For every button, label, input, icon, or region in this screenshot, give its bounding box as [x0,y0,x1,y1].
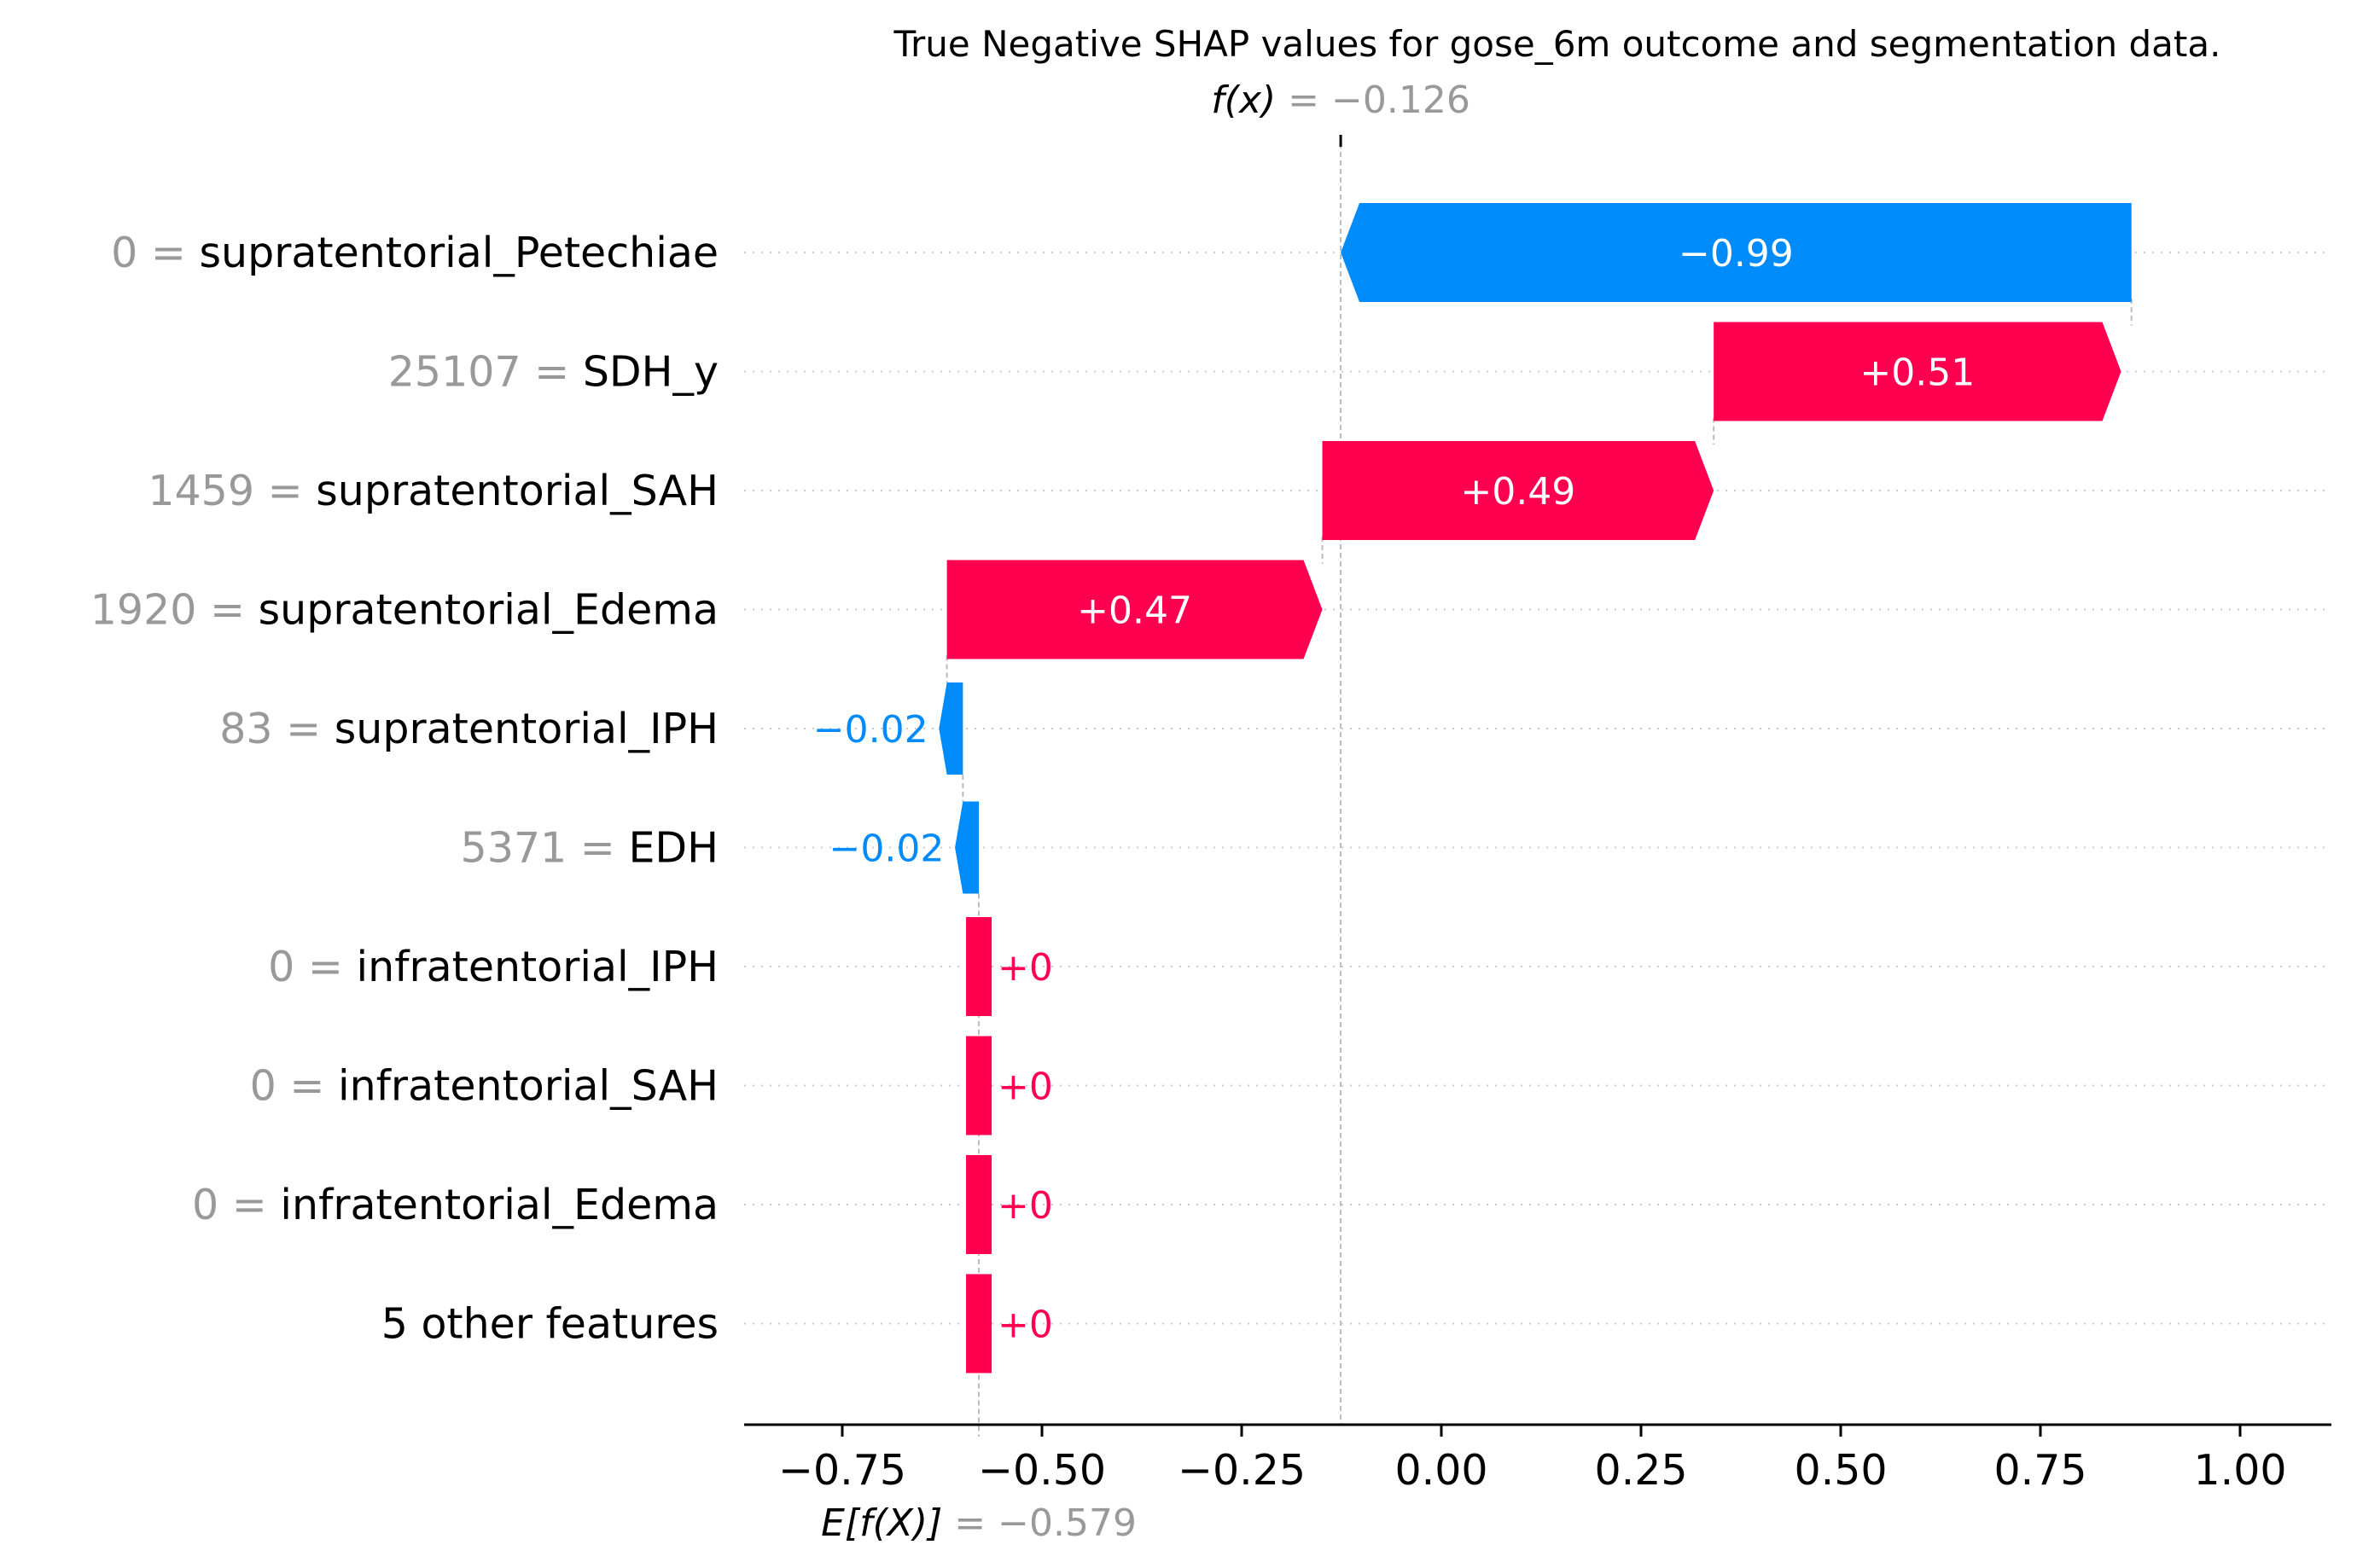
bar-value-label: −0.99 [1679,232,1794,276]
feature-value: 0 = [268,943,356,991]
feature-label: 83 = supratentorial_IPH [219,705,719,753]
labels: −0.99 0 = supratentorial_Petechiae +0.51 25… [90,78,1976,1545]
bar-value-label: −0.02 [829,828,944,871]
bar-value-label: +0.49 [1460,470,1575,514]
x-tick-label: 0.75 [1993,1446,2086,1495]
bars [939,203,2132,1373]
bar-value-label: +0 [998,1304,1053,1347]
fx-annotation: f(x) = −0.126 [1211,78,1470,122]
x-axis: −0.75 −0.50 −0.25 0.00 0.25 0.50 0.75 1.00 [744,1423,2331,1495]
feature-name: SDH_y [583,348,719,397]
connector-lines [946,135,2133,1437]
x-tick-label: −0.50 [978,1446,1106,1495]
bar-value-label: +0 [998,1066,1053,1109]
feature-value: 83 = [219,705,335,753]
feature-label: 1920 = supratentorial_Edema [90,586,719,635]
shap-bar [966,1036,992,1135]
bar-value-label: +0 [998,946,1053,990]
bar-value-label: +0 [998,1184,1053,1228]
feature-label: 0 = supratentorial_Petechiae [111,229,719,277]
base-value-annotation: E[f(X)] = −0.579 [821,1501,1137,1545]
feature-value: 25107 = [388,348,583,397]
shap-bar [955,801,980,894]
feature-value: 1920 = [90,586,259,635]
bar-value-label: +0.51 [1859,351,1975,395]
shap-bar [966,917,992,1016]
feature-label: 0 = infratentorial_Edema [192,1181,719,1229]
shap-bar [939,682,963,775]
feature-name: EDH [628,824,719,873]
feature-label: 5371 = EDH [461,824,719,873]
shap-bar [1322,441,1714,540]
feature-name: supratentorial_SAH [316,467,719,515]
x-tick-label: −0.75 [778,1446,906,1495]
feature-label: 1459 = supratentorial_SAH [148,467,719,515]
feature-name: infratentorial_SAH [338,1062,719,1111]
x-tick-label: 1.00 [2193,1446,2286,1495]
feature-value: 0 = [192,1181,280,1229]
feature-value: 0 = [250,1062,338,1111]
bar-value-label: +0.47 [1077,589,1192,633]
feature-label: 5 other features [381,1300,719,1349]
chart-title: True Negative SHAP values for gose_6m ou… [893,23,2221,65]
feature-name: 5 other features [381,1300,719,1349]
bar-value-label: −0.02 [813,708,928,752]
feature-name: supratentorial_Edema [259,586,719,635]
shap-bar [946,560,1323,659]
shap-bar [966,1155,992,1254]
shap-bar [1714,322,2121,421]
shap-bar [1341,203,2132,302]
feature-name: infratentorial_Edema [280,1181,719,1229]
feature-value: 0 = [111,229,199,277]
feature-value: 5371 = [461,824,629,873]
x-tick-label: 0.25 [1594,1446,1687,1495]
x-tick-label: 0.00 [1394,1446,1487,1495]
feature-label: 0 = infratentorial_SAH [250,1062,719,1111]
feature-label: 0 = infratentorial_IPH [268,943,719,991]
x-tick-label: −0.25 [1178,1446,1306,1495]
feature-label: 25107 = SDH_y [388,348,719,397]
feature-name: supratentorial_IPH [335,705,719,753]
feature-value: 1459 = [148,467,316,515]
feature-name: infratentorial_IPH [357,943,719,991]
shap-bar [966,1274,992,1373]
x-tick-label: 0.50 [1794,1446,1887,1495]
feature-name: supratentorial_Petechiae [200,229,719,277]
